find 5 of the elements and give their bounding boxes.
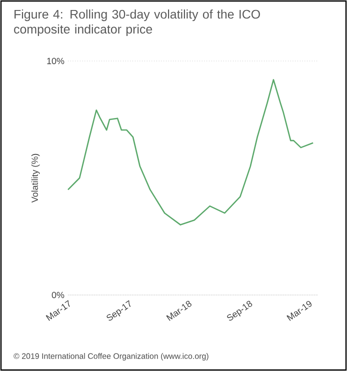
- y-axis-title: Volatility (%): [31, 154, 40, 203]
- y-tick-label: 10%: [47, 58, 64, 64]
- chart-title: Figure 4: Rolling 30-day volatility of the ICO composite indicator price: [14, 10, 260, 36]
- y-tick-label: 0%: [52, 292, 64, 298]
- line-series: [67, 79, 314, 226]
